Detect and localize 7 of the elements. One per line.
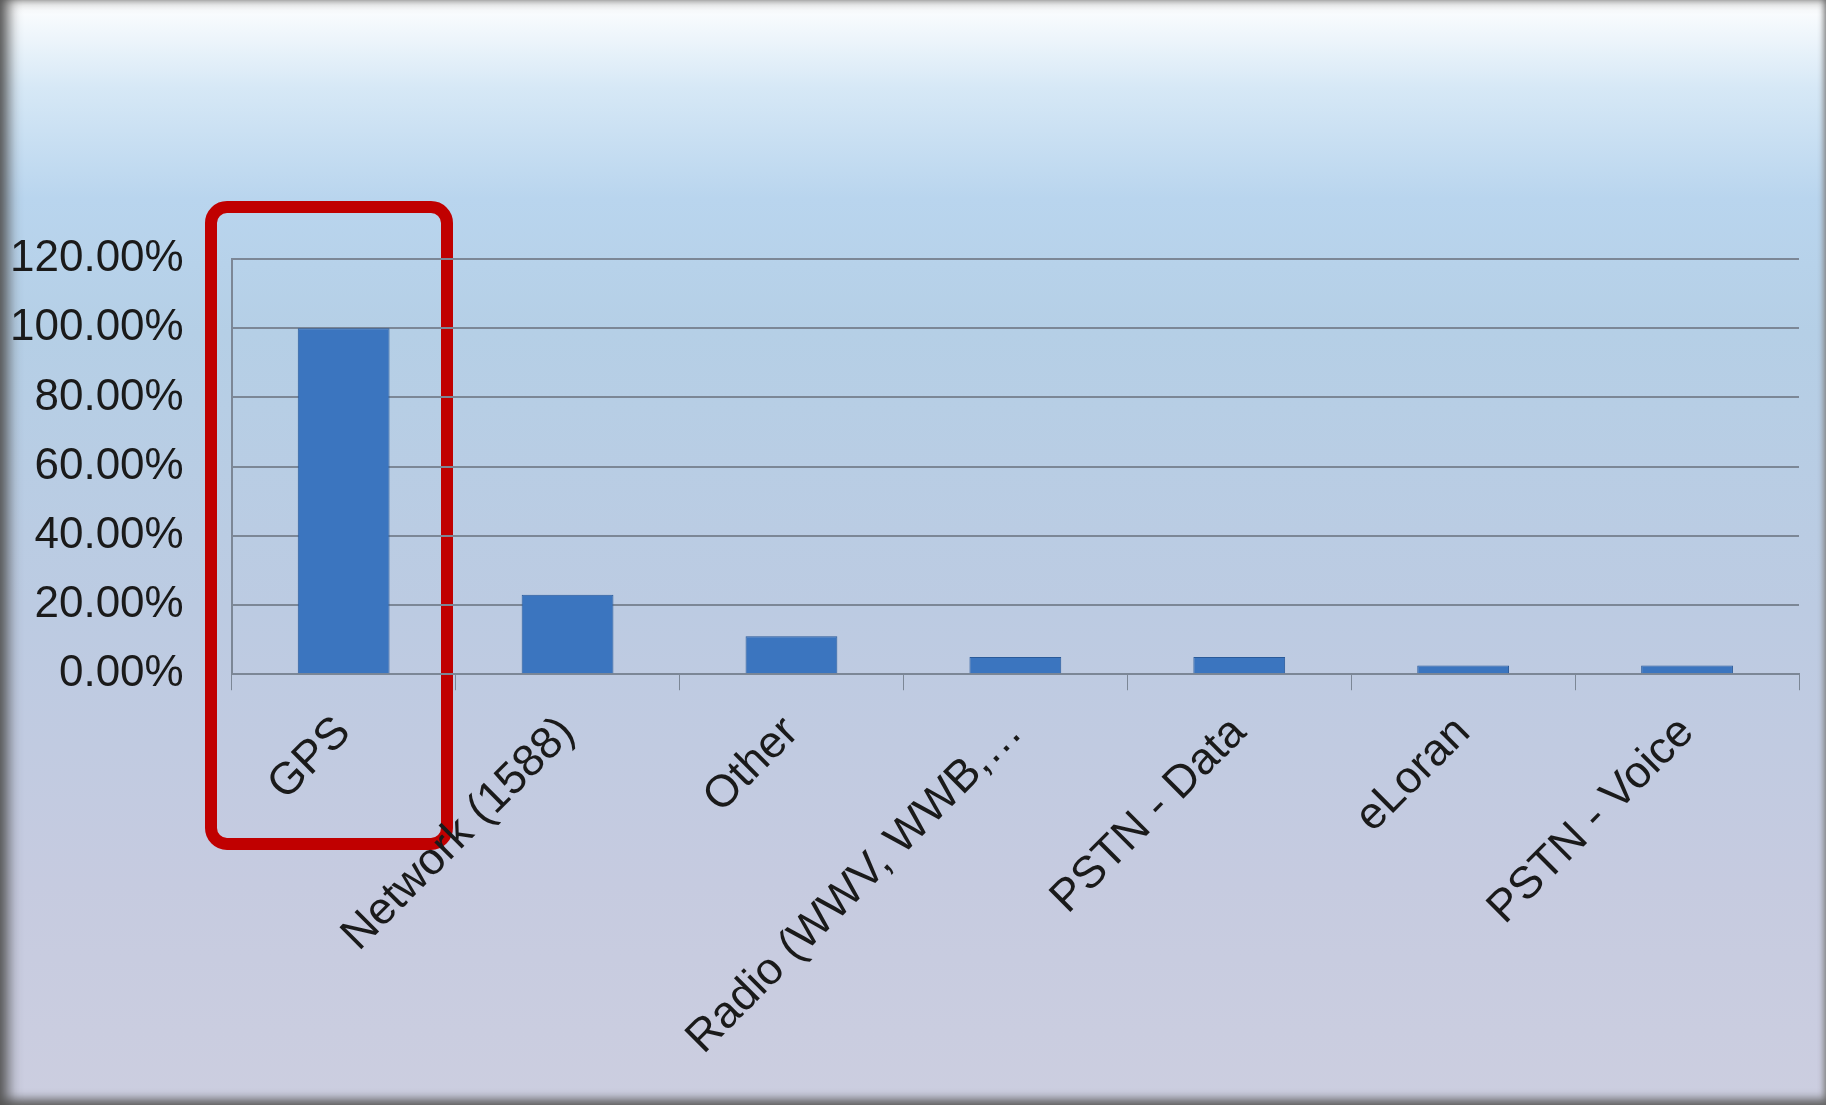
y-tick-label: 40.00% [34,507,184,557]
y-tick-label: 0.00% [58,646,184,696]
y-tick-label: 100.00% [10,300,184,350]
y-tick-label: 20.00% [34,577,184,627]
y-tick-label: 60.00% [34,438,184,488]
y-tick-label: 120.00% [10,231,184,281]
y-tick-label: 80.00% [34,369,184,419]
